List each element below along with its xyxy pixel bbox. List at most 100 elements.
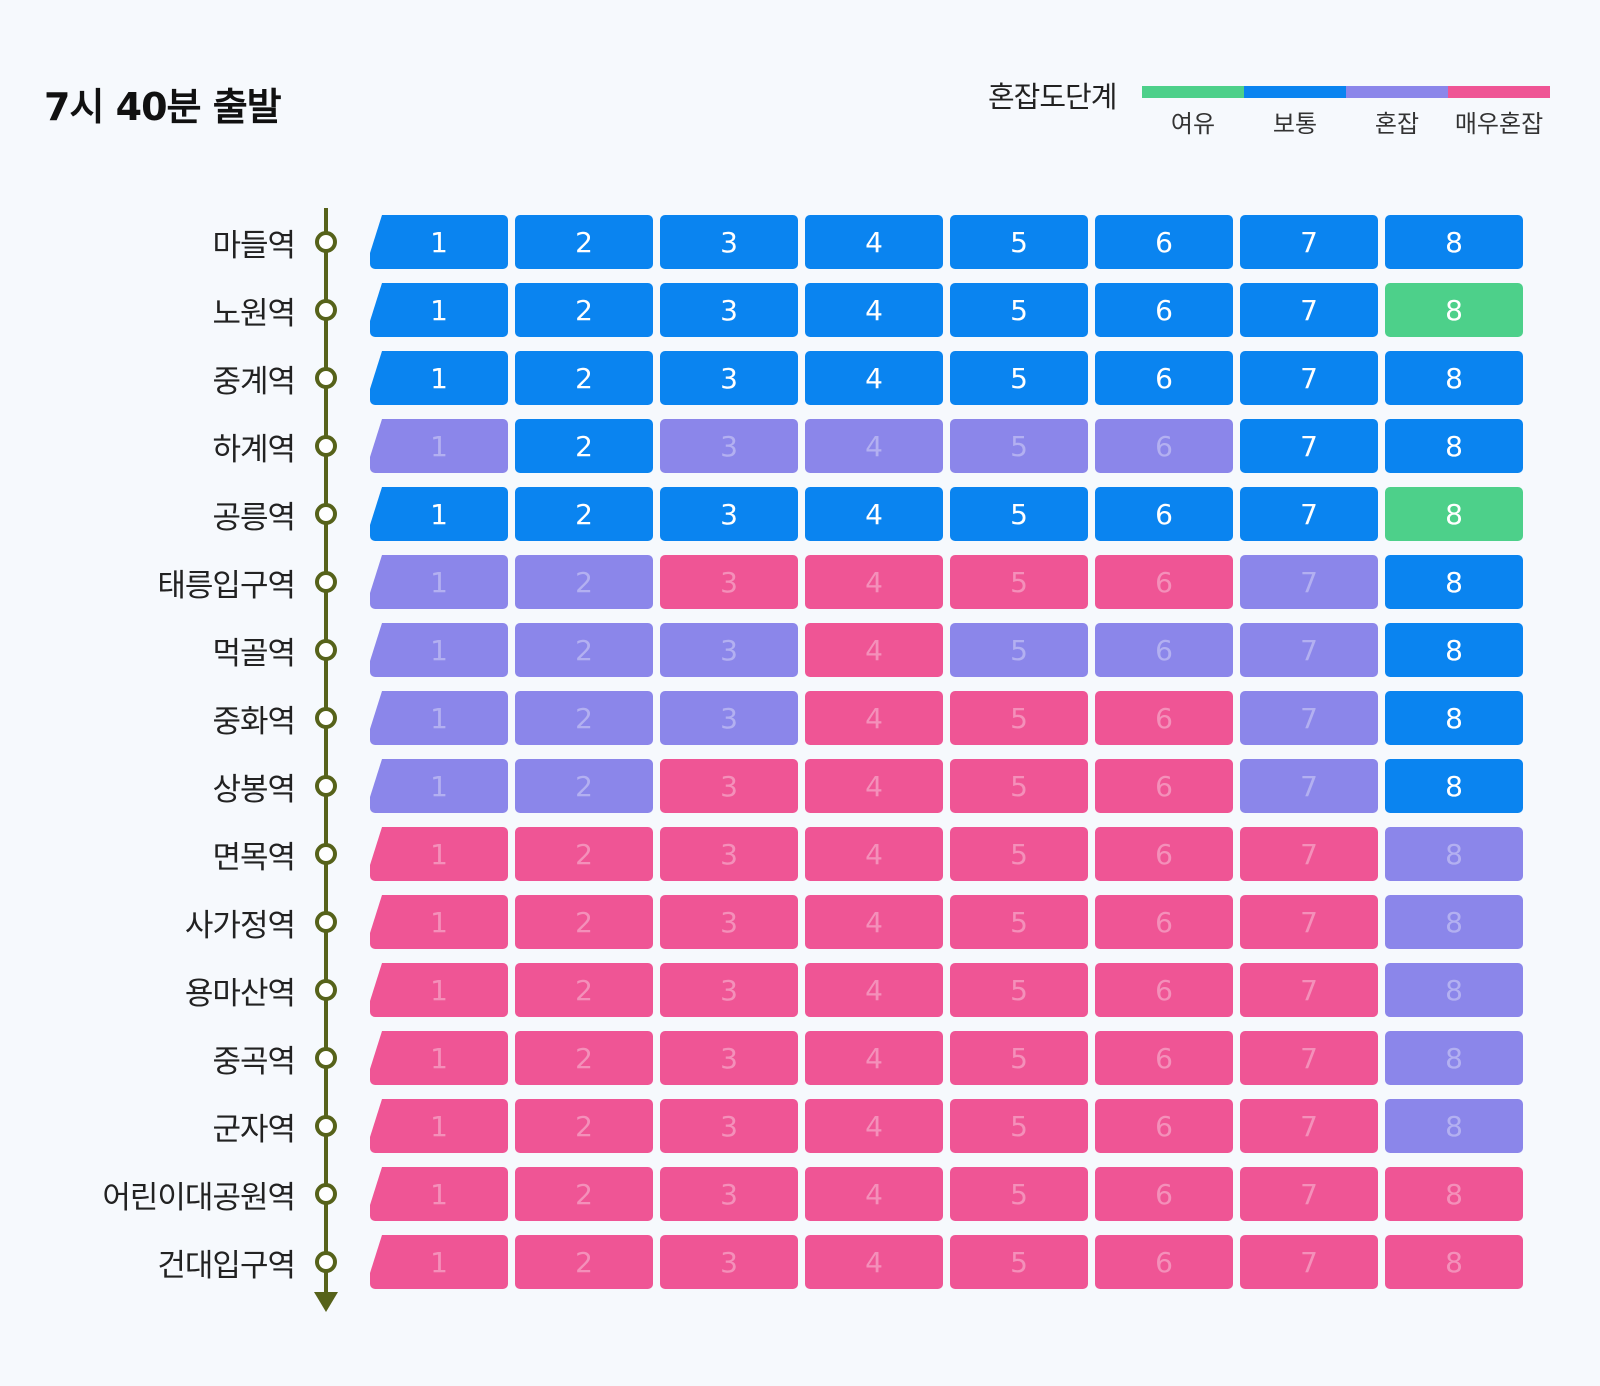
station-dot bbox=[315, 435, 337, 457]
car-cell: 8 bbox=[1385, 827, 1523, 881]
car-cell: 7 bbox=[1240, 895, 1378, 949]
car-cell: 1 bbox=[370, 419, 508, 473]
car-cell: 4 bbox=[805, 827, 943, 881]
car-cell: 8 bbox=[1385, 691, 1523, 745]
car-cell: 4 bbox=[805, 419, 943, 473]
car-cell: 3 bbox=[660, 623, 798, 677]
car-cell: 6 bbox=[1095, 1031, 1233, 1085]
car-cell: 2 bbox=[515, 283, 653, 337]
car-cell: 1 bbox=[370, 759, 508, 813]
station-label: 먹골역 bbox=[212, 636, 296, 672]
car-cell: 8 bbox=[1385, 1167, 1523, 1221]
car-cell: 8 bbox=[1385, 1235, 1523, 1289]
car-cell: 2 bbox=[515, 759, 653, 813]
car-cell: 6 bbox=[1095, 283, 1233, 337]
car-cell: 7 bbox=[1240, 963, 1378, 1017]
car-cell: 2 bbox=[515, 555, 653, 609]
station-label: 어린이대공원역 bbox=[102, 1180, 296, 1216]
car-cell: 6 bbox=[1095, 1099, 1233, 1153]
station-dot bbox=[315, 639, 337, 661]
station-label: 하계역 bbox=[212, 432, 296, 468]
car-cell: 3 bbox=[660, 827, 798, 881]
station-label: 노원역 bbox=[212, 296, 296, 332]
car-cell: 8 bbox=[1385, 759, 1523, 813]
car-cell: 8 bbox=[1385, 419, 1523, 473]
car-cell: 7 bbox=[1240, 419, 1378, 473]
car-cell: 1 bbox=[370, 283, 508, 337]
car-cell: 2 bbox=[515, 963, 653, 1017]
car-cell: 4 bbox=[805, 351, 943, 405]
car-cell: 8 bbox=[1385, 283, 1523, 337]
car-cell: 4 bbox=[805, 895, 943, 949]
station-label: 중계역 bbox=[212, 364, 296, 400]
car-cell: 2 bbox=[515, 487, 653, 541]
car-cell: 6 bbox=[1095, 1235, 1233, 1289]
car-cell: 5 bbox=[950, 691, 1088, 745]
car-cell: 8 bbox=[1385, 623, 1523, 677]
car-cell: 3 bbox=[660, 487, 798, 541]
car-cell: 1 bbox=[370, 1167, 508, 1221]
station-dot bbox=[315, 231, 337, 253]
car-cell: 4 bbox=[805, 691, 943, 745]
car-cell: 3 bbox=[660, 1167, 798, 1221]
car-cell: 2 bbox=[515, 827, 653, 881]
car-cell: 2 bbox=[515, 623, 653, 677]
car-cell: 1 bbox=[370, 623, 508, 677]
station-label: 태릉입구역 bbox=[157, 568, 296, 604]
car-cell: 1 bbox=[370, 487, 508, 541]
car-cell: 5 bbox=[950, 963, 1088, 1017]
chart-title: 7시 40분 출발 bbox=[44, 85, 282, 129]
car-cell: 2 bbox=[515, 1099, 653, 1153]
station-label: 군자역 bbox=[212, 1112, 296, 1148]
car-cell: 3 bbox=[660, 759, 798, 813]
car-cell: 1 bbox=[370, 351, 508, 405]
station-label: 건대입구역 bbox=[157, 1248, 296, 1284]
car-cell: 6 bbox=[1095, 759, 1233, 813]
car-cell: 7 bbox=[1240, 759, 1378, 813]
car-cell: 6 bbox=[1095, 215, 1233, 269]
car-cell: 5 bbox=[950, 1099, 1088, 1153]
car-cell: 3 bbox=[660, 691, 798, 745]
station-label: 중화역 bbox=[212, 704, 296, 740]
car-cell: 4 bbox=[805, 1235, 943, 1289]
station-dot bbox=[315, 571, 337, 593]
station-label: 면목역 bbox=[212, 840, 296, 876]
station-dot bbox=[315, 911, 337, 933]
car-cell: 1 bbox=[370, 1031, 508, 1085]
car-cell: 1 bbox=[370, 691, 508, 745]
car-cell: 2 bbox=[515, 1167, 653, 1221]
station-label: 공릉역 bbox=[212, 500, 296, 536]
car-cell: 8 bbox=[1385, 487, 1523, 541]
car-cell: 3 bbox=[660, 1031, 798, 1085]
car-cell: 8 bbox=[1385, 1099, 1523, 1153]
car-cell: 4 bbox=[805, 1031, 943, 1085]
car-cell: 7 bbox=[1240, 1167, 1378, 1221]
car-cell: 5 bbox=[950, 487, 1088, 541]
car-cell: 5 bbox=[950, 623, 1088, 677]
car-cell: 3 bbox=[660, 351, 798, 405]
car-cell: 2 bbox=[515, 691, 653, 745]
car-cell: 6 bbox=[1095, 963, 1233, 1017]
car-cell: 2 bbox=[515, 419, 653, 473]
car-cell: 7 bbox=[1240, 351, 1378, 405]
car-cell: 5 bbox=[950, 555, 1088, 609]
car-cell: 1 bbox=[370, 555, 508, 609]
station-dot bbox=[315, 367, 337, 389]
station-label: 사가정역 bbox=[184, 908, 296, 944]
car-cell: 3 bbox=[660, 283, 798, 337]
car-cell: 5 bbox=[950, 895, 1088, 949]
legend-swatch-relaxed bbox=[1142, 86, 1244, 98]
car-cell: 4 bbox=[805, 963, 943, 1017]
car-cell: 4 bbox=[805, 1099, 943, 1153]
station-dot bbox=[315, 299, 337, 321]
legend-label-normal: 보통 bbox=[1272, 110, 1318, 138]
car-cell: 4 bbox=[805, 215, 943, 269]
car-cell: 7 bbox=[1240, 487, 1378, 541]
car-cell: 4 bbox=[805, 1167, 943, 1221]
car-cell: 1 bbox=[370, 215, 508, 269]
car-cell: 2 bbox=[515, 895, 653, 949]
car-cell: 6 bbox=[1095, 623, 1233, 677]
car-cell: 8 bbox=[1385, 215, 1523, 269]
car-cell: 6 bbox=[1095, 351, 1233, 405]
